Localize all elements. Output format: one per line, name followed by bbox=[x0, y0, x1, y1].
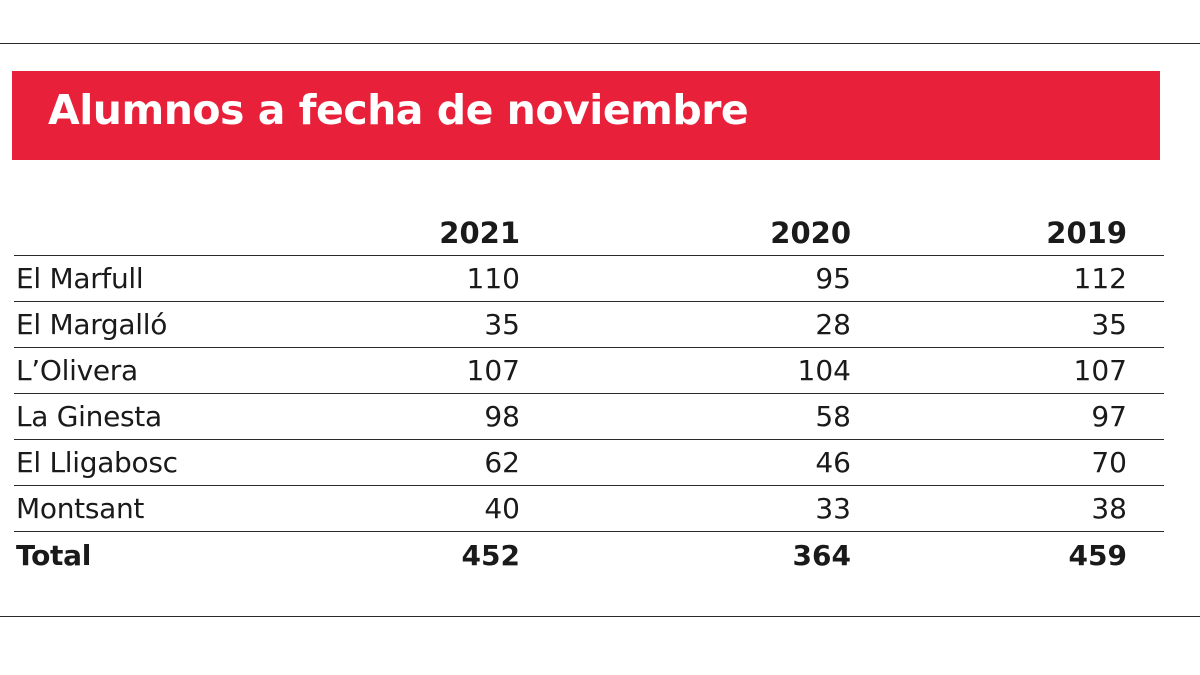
total-cell: 452 bbox=[461, 538, 520, 572]
table-cell: 40 bbox=[484, 492, 520, 525]
chart-title: Alumnos a fecha de noviembre bbox=[48, 86, 749, 134]
bottom-rule bbox=[0, 616, 1200, 617]
total-cell: 459 bbox=[1068, 538, 1127, 572]
table-cell: 98 bbox=[484, 400, 520, 433]
row-label: La Ginesta bbox=[16, 400, 162, 433]
table-cell: 95 bbox=[815, 262, 851, 295]
data-table: 2021 2020 2019 El Marfull 110 95 112 El … bbox=[14, 205, 1164, 578]
table-cell: 110 bbox=[466, 262, 520, 295]
column-header: 2020 bbox=[770, 216, 851, 250]
title-banner: Alumnos a fecha de noviembre bbox=[12, 71, 1160, 160]
table-row: La Ginesta 98 58 97 bbox=[14, 394, 1164, 440]
table-row: L’Olivera 107 104 107 bbox=[14, 348, 1164, 394]
total-label: Total bbox=[16, 538, 91, 572]
table-cell: 70 bbox=[1091, 446, 1127, 479]
table-row: El Marfull 110 95 112 bbox=[14, 256, 1164, 302]
table-cell: 35 bbox=[1091, 308, 1127, 341]
table-cell: 107 bbox=[466, 354, 520, 387]
table-cell: 112 bbox=[1073, 262, 1127, 295]
table-row: El Margalló 35 28 35 bbox=[14, 302, 1164, 348]
table-cell: 62 bbox=[484, 446, 520, 479]
table-row: Montsant 40 33 38 bbox=[14, 486, 1164, 532]
table-cell: 107 bbox=[1073, 354, 1127, 387]
row-label: Montsant bbox=[16, 492, 145, 525]
row-label: El Lligabosc bbox=[16, 446, 178, 479]
row-label: El Margalló bbox=[16, 308, 168, 341]
column-header: 2019 bbox=[1046, 216, 1127, 250]
column-header: 2021 bbox=[439, 216, 520, 250]
row-label: El Marfull bbox=[16, 262, 144, 295]
total-row: Total 452 364 459 bbox=[14, 532, 1164, 578]
table-cell: 38 bbox=[1091, 492, 1127, 525]
table-cell: 35 bbox=[484, 308, 520, 341]
row-label: L’Olivera bbox=[16, 354, 138, 387]
table-cell: 58 bbox=[815, 400, 851, 433]
table-cell: 33 bbox=[815, 492, 851, 525]
table-header-row: 2021 2020 2019 bbox=[14, 205, 1164, 256]
total-cell: 364 bbox=[792, 538, 851, 572]
table-cell: 46 bbox=[815, 446, 851, 479]
table-cell: 97 bbox=[1091, 400, 1127, 433]
table-cell: 104 bbox=[797, 354, 851, 387]
table-cell: 28 bbox=[815, 308, 851, 341]
top-rule bbox=[0, 43, 1200, 44]
table-row: El Lligabosc 62 46 70 bbox=[14, 440, 1164, 486]
